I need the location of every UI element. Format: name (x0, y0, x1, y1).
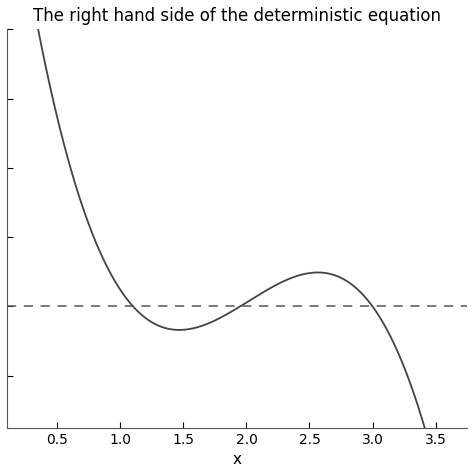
X-axis label: x: x (233, 452, 241, 467)
Title: The right hand side of the deterministic equation: The right hand side of the deterministic… (33, 7, 441, 25)
